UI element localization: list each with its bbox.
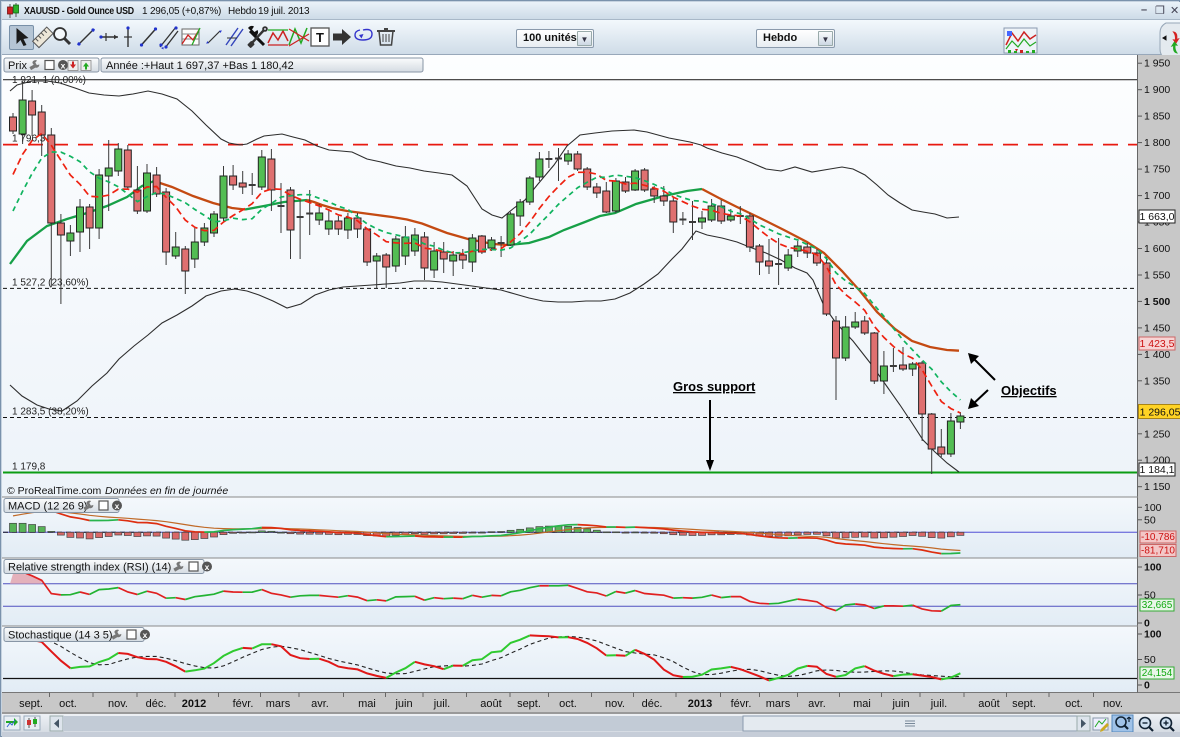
svg-text:100: 100 (1144, 502, 1162, 514)
svg-text:déc.: déc. (642, 698, 663, 710)
svg-text:Objectifs: Objectifs (1001, 383, 1057, 398)
svg-text:févr.: févr. (233, 698, 254, 710)
svg-text:Année :+Haut 1 697,37 +Bas 1 1: Année :+Haut 1 697,37 +Bas 1 180,42 (106, 60, 294, 72)
svg-text:1 900: 1 900 (1144, 84, 1170, 96)
svg-text:avr.: avr. (311, 698, 329, 710)
svg-text:0: 0 (1144, 680, 1150, 692)
svg-text:x: x (143, 630, 148, 640)
svg-text:nov.: nov. (605, 698, 625, 710)
svg-text:1 150: 1 150 (1144, 481, 1170, 493)
svg-text:1 350: 1 350 (1144, 375, 1170, 387)
svg-text:mai: mai (358, 698, 376, 710)
svg-text:déc.: déc. (146, 698, 167, 710)
svg-text:Stochastique (14 3 5): Stochastique (14 3 5) (8, 630, 113, 642)
svg-text:août: août (978, 698, 999, 710)
svg-text:0: 0 (1144, 618, 1150, 630)
svg-text:1 500: 1 500 (1144, 296, 1170, 308)
svg-text:50: 50 (1144, 590, 1156, 602)
svg-text:x: x (115, 501, 120, 511)
svg-text:mars: mars (266, 698, 291, 710)
svg-text:févr.: févr. (731, 698, 752, 710)
svg-text:sept.: sept. (19, 698, 43, 710)
svg-text:nov.: nov. (1103, 698, 1123, 710)
svg-text:oct.: oct. (1065, 698, 1083, 710)
svg-text:1 850: 1 850 (1144, 111, 1170, 123)
svg-text:mars: mars (766, 698, 791, 710)
svg-text:oct.: oct. (59, 698, 77, 710)
svg-text:-10,786: -10,786 (1141, 532, 1175, 543)
svg-text:Prix: Prix (8, 60, 27, 72)
svg-text:32,665: 32,665 (1142, 600, 1173, 611)
svg-text:1 700: 1 700 (1144, 190, 1170, 202)
svg-text:Gros support: Gros support (673, 379, 756, 394)
svg-text:© ProRealTime.com: © ProRealTime.com (7, 485, 102, 497)
svg-text:100: 100 (1144, 562, 1162, 574)
svg-text:nov.: nov. (108, 698, 128, 710)
svg-text:1 750: 1 750 (1144, 164, 1170, 176)
svg-text:1 450: 1 450 (1144, 322, 1170, 334)
svg-text:1 400: 1 400 (1144, 349, 1170, 361)
svg-text:1 950: 1 950 (1144, 58, 1170, 70)
svg-text:1 600: 1 600 (1144, 243, 1170, 255)
svg-text:1 184,1: 1 184,1 (1139, 464, 1174, 476)
svg-text:avr.: avr. (808, 698, 826, 710)
svg-text:1 550: 1 550 (1144, 270, 1170, 282)
svg-text:x: x (61, 61, 66, 71)
svg-text:1 250: 1 250 (1144, 428, 1170, 440)
svg-text:50: 50 (1144, 514, 1156, 526)
svg-text:1 283,5 (38,20%): 1 283,5 (38,20%) (12, 407, 89, 418)
svg-text:-81,710: -81,710 (1141, 546, 1175, 557)
svg-text:2012: 2012 (182, 698, 206, 710)
svg-text:1 179,8: 1 179,8 (12, 462, 46, 473)
svg-text:1 921, 1 (0,00%): 1 921, 1 (0,00%) (12, 75, 86, 86)
svg-text:1 796,3: 1 796,3 (12, 134, 46, 145)
svg-text:1 296,05: 1 296,05 (1140, 407, 1180, 419)
svg-text:juin: juin (394, 698, 412, 710)
svg-text:1 663,0: 1 663,0 (1139, 211, 1174, 223)
svg-text:T: T (316, 30, 324, 45)
svg-text:juil.: juil. (930, 698, 948, 710)
svg-text:Relative strength index (RSI): Relative strength index (RSI) (14) (8, 562, 171, 574)
svg-text:Données en fin de journée: Données en fin de journée (105, 485, 228, 497)
svg-text:mai: mai (853, 698, 871, 710)
svg-text:oct.: oct. (559, 698, 577, 710)
svg-text:sept.: sept. (517, 698, 541, 710)
svg-text:juil.: juil. (433, 698, 451, 710)
svg-text:50: 50 (1144, 654, 1156, 666)
svg-text:24,154: 24,154 (1142, 668, 1173, 679)
svg-text:août: août (480, 698, 501, 710)
svg-text:sept.: sept. (1012, 698, 1036, 710)
svg-text:1 423,5: 1 423,5 (1139, 338, 1174, 350)
svg-text:MACD (12 26 9): MACD (12 26 9) (8, 501, 87, 513)
svg-text:100: 100 (1144, 629, 1162, 641)
svg-text:x: x (205, 562, 210, 572)
svg-text:1 527,2 (23,60%): 1 527,2 (23,60%) (12, 278, 89, 289)
svg-text:2013: 2013 (688, 698, 712, 710)
svg-text:1 800: 1 800 (1144, 137, 1170, 149)
svg-text:juin: juin (891, 698, 909, 710)
